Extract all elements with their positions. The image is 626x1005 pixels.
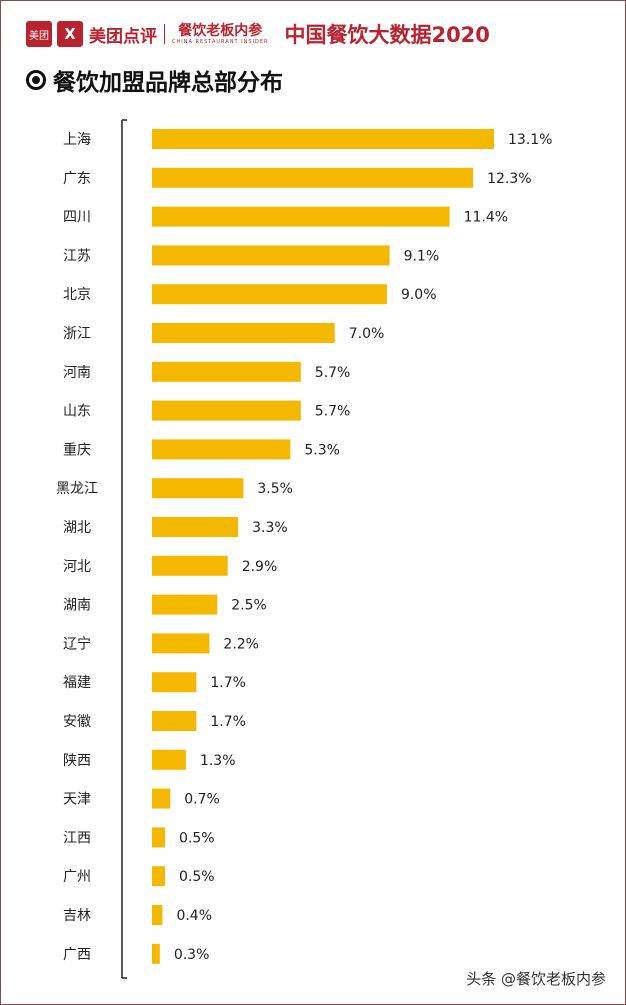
category-label: 山东	[63, 404, 91, 420]
data-label: 1.7%	[210, 714, 246, 730]
bar	[152, 439, 291, 460]
partner-brand-subtitle: CHINA RESTAURANT INSIDER	[172, 38, 269, 45]
category-label: 吉林	[63, 908, 91, 924]
category-label: 湖南	[63, 598, 91, 614]
category-label: 天津	[63, 792, 91, 808]
watermark: 头条 @餐饮老板内参	[466, 970, 606, 988]
data-label: 2.5%	[231, 598, 267, 614]
bar	[152, 905, 163, 925]
data-label: 9.0%	[401, 287, 437, 303]
category-label: 广东	[63, 171, 91, 187]
category-label: 黑龙江	[56, 481, 98, 497]
bar	[152, 711, 197, 731]
dianping-logo-icon: X	[57, 21, 83, 47]
data-label: 1.7%	[210, 675, 246, 691]
category-label: 江苏	[63, 248, 91, 264]
meituan-logo: 美团	[26, 21, 52, 47]
category-label: 陕西	[63, 753, 91, 769]
data-label: 13.1%	[508, 132, 552, 148]
chart-title-row: 餐饮加盟品牌总部分布	[26, 62, 283, 98]
report-title: 中国餐饮大数据2020	[284, 23, 490, 47]
data-label: 7.0%	[349, 326, 385, 342]
bar	[152, 245, 390, 266]
category-label: 上海	[63, 132, 91, 148]
data-label: 9.1%	[404, 248, 440, 264]
bar	[152, 633, 210, 654]
target-bullet-icon	[26, 70, 46, 90]
partner-brand: 餐饮老板内参 CHINA RESTAURANT INSIDER	[172, 23, 268, 46]
brand-name: 美团点评	[89, 26, 157, 47]
data-label: 0.4%	[176, 908, 212, 924]
bar	[152, 866, 166, 887]
data-label: 3.5%	[257, 481, 293, 497]
bar	[152, 943, 160, 964]
header-divider	[164, 24, 165, 44]
data-label: 2.9%	[242, 559, 278, 575]
chart-title: 餐饮加盟品牌总部分布	[53, 70, 283, 96]
bar	[152, 400, 301, 421]
data-label: 0.7%	[184, 792, 220, 808]
bar	[152, 788, 171, 809]
bar	[152, 129, 494, 149]
data-label: 5.3%	[304, 442, 340, 458]
data-label: 5.7%	[315, 404, 351, 420]
data-label: 11.4%	[464, 210, 508, 226]
category-label: 广州	[63, 869, 91, 885]
bar	[152, 361, 301, 382]
bar	[152, 555, 228, 576]
category-label: 湖北	[63, 520, 91, 536]
bar	[152, 517, 239, 537]
data-label: 0.5%	[179, 830, 215, 846]
data-label: 3.3%	[252, 520, 288, 536]
partner-brand-name: 餐饮老板内参	[178, 22, 263, 39]
bar	[152, 672, 197, 693]
category-label: 四川	[63, 210, 91, 226]
bar	[152, 284, 387, 305]
category-label: 河北	[63, 559, 91, 575]
data-label: 0.5%	[179, 869, 215, 885]
data-label: 12.3%	[487, 171, 531, 187]
category-label: 辽宁	[63, 635, 91, 652]
bar	[152, 827, 166, 848]
category-label: 广西	[63, 947, 91, 963]
category-label: 北京	[63, 287, 91, 303]
header: 美团 X 美团点评 餐饮老板内参 CHINA RESTAURANT INSIDE…	[26, 14, 606, 54]
bar	[152, 323, 335, 343]
data-label: 1.3%	[200, 753, 236, 769]
bar	[152, 594, 218, 615]
data-label: 5.7%	[315, 365, 351, 381]
data-label: 2.2%	[223, 636, 259, 652]
bar	[152, 749, 186, 770]
bar	[152, 206, 450, 227]
bar	[152, 167, 474, 188]
data-label: 0.3%	[174, 947, 210, 963]
category-label: 浙江	[63, 326, 91, 342]
category-label: 重庆	[63, 442, 91, 458]
category-label: 福建	[63, 675, 91, 691]
category-label: 江西	[63, 830, 91, 846]
category-label: 河南	[63, 365, 91, 381]
category-label: 安徽	[63, 714, 91, 730]
bar	[152, 478, 244, 499]
